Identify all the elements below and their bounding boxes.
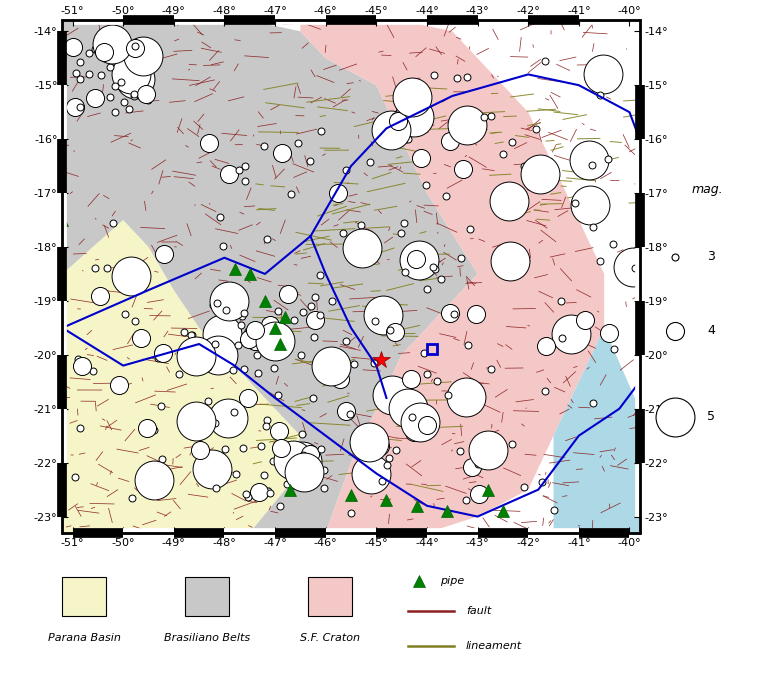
Text: fault: fault [466,607,491,616]
Text: pipe: pipe [440,576,464,586]
FancyBboxPatch shape [62,576,106,615]
Text: mag.: mag. [692,183,723,196]
Polygon shape [300,20,604,533]
Text: 5: 5 [707,410,715,423]
Text: 4: 4 [707,324,715,337]
Text: Brasiliano Belts: Brasiliano Belts [164,633,250,643]
Text: S.F. Craton: S.F. Craton [300,633,360,643]
FancyBboxPatch shape [186,576,229,615]
Polygon shape [62,20,477,533]
Text: lineament: lineament [466,641,522,651]
Text: Parana Basin: Parana Basin [48,633,121,643]
Text: 3: 3 [707,250,715,264]
Polygon shape [62,220,300,533]
FancyBboxPatch shape [308,576,352,615]
Polygon shape [554,328,640,533]
